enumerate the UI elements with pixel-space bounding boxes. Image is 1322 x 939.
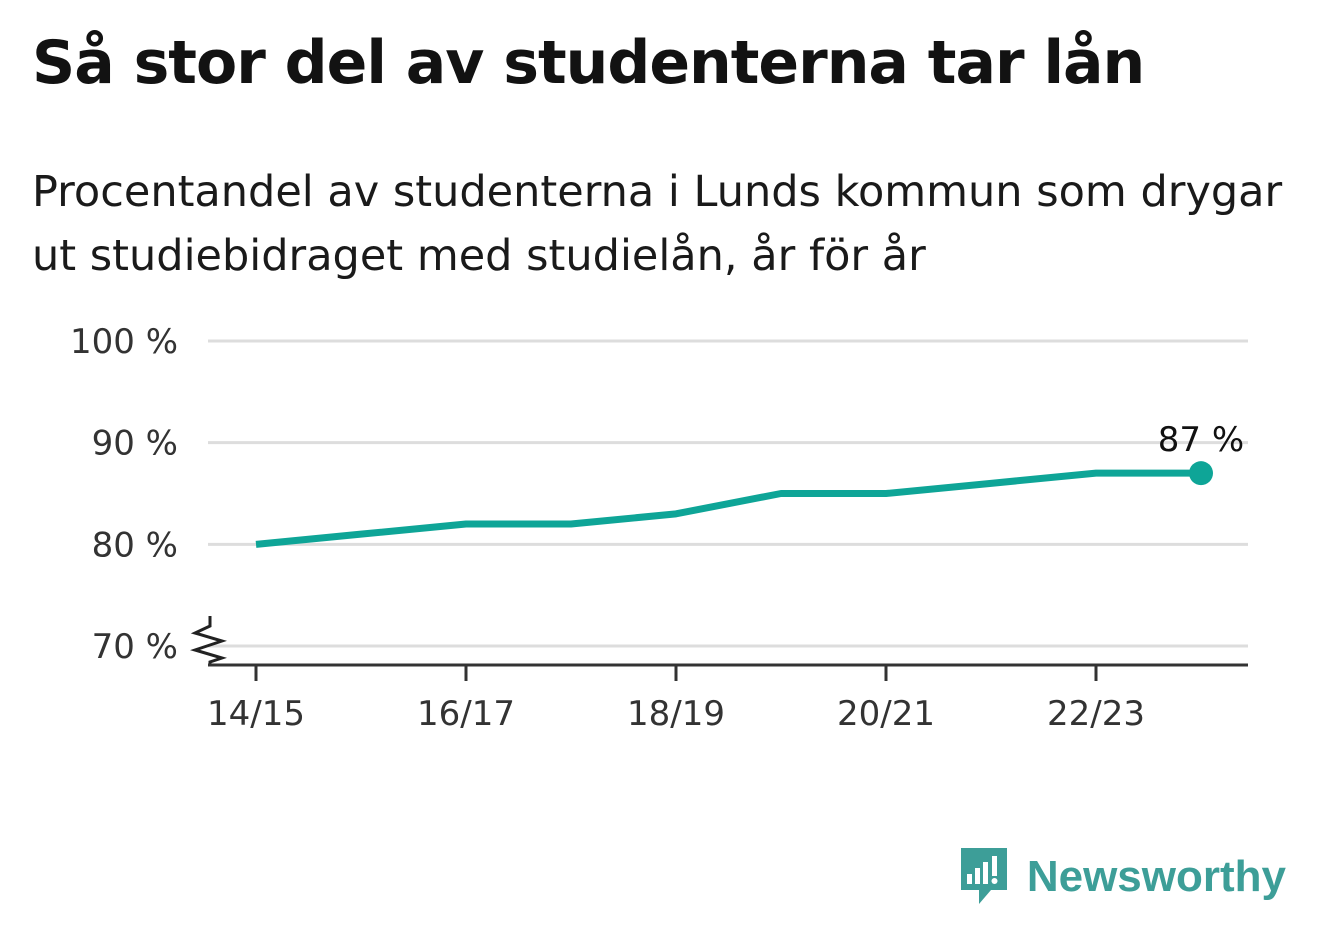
y-tick-label: 100 % bbox=[70, 322, 178, 362]
x-tick-label: 20/21 bbox=[837, 694, 935, 734]
newsworthy-brand: Newsworthy bbox=[959, 846, 1286, 908]
y-tick-label: 80 % bbox=[92, 525, 178, 565]
x-tick-label: 22/23 bbox=[1047, 694, 1145, 734]
y-axis-ticks: 70 % 80 % 90 % 100 % bbox=[70, 322, 178, 667]
x-tick-label: 14/15 bbox=[207, 694, 305, 734]
chart-subtitle: Procentandel av studenterna i Lunds komm… bbox=[32, 167, 1283, 281]
y-tick-label: 90 % bbox=[92, 424, 178, 464]
end-value-label: 87 % bbox=[1158, 420, 1244, 460]
chart-title: Så stor del av studenterna tar lån bbox=[32, 28, 1145, 98]
axis-break-icon bbox=[190, 616, 227, 666]
y-tick-label: 70 % bbox=[92, 627, 178, 667]
x-tick-label: 18/19 bbox=[627, 694, 725, 734]
x-tick-label: 16/17 bbox=[417, 694, 515, 734]
value-labels: 87 % bbox=[1158, 420, 1244, 460]
brand-name: Newsworthy bbox=[1026, 852, 1286, 901]
series-layer bbox=[255, 461, 1213, 548]
series-line bbox=[255, 469, 1201, 548]
line-chart: 70 % 80 % 90 % 100 % 14/15 16/17 18/19 20/21 22… bbox=[70, 322, 1248, 734]
x-axis: 14/15 16/17 18/19 20/21 22/23 bbox=[190, 616, 1248, 734]
newsworthy-logo-icon bbox=[960, 848, 1007, 904]
gridlines bbox=[208, 339, 1248, 648]
last-point-marker bbox=[1189, 461, 1213, 486]
